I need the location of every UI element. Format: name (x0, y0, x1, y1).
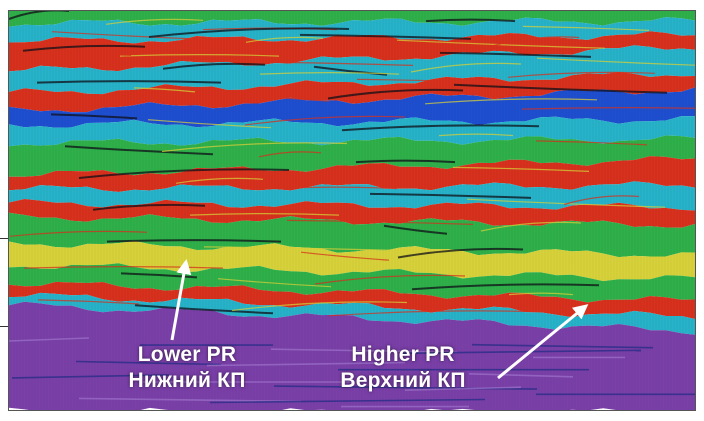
reflector-streak (286, 219, 474, 225)
reflector-streak (341, 124, 540, 132)
reflector-streak (217, 278, 332, 288)
seismic-band (9, 11, 695, 27)
reflector-streak (522, 25, 650, 31)
reflector-streak (244, 115, 406, 126)
seismic-band (9, 71, 695, 113)
reflector-streak (480, 221, 582, 232)
basement-streak (78, 397, 302, 403)
seismic-band (9, 87, 695, 128)
reflector-streak (65, 54, 132, 65)
higher-pr-label: Higher PR Верхний КП (328, 342, 478, 394)
lower-pr-label-en: Lower PR (137, 343, 237, 366)
reflector-streak (258, 151, 322, 158)
reflector-streak (189, 213, 340, 216)
reflector-streak (355, 159, 456, 164)
reflector-streak (36, 80, 222, 84)
reflector-streak (230, 92, 330, 102)
seismic-band (9, 181, 695, 211)
reflector-streak (521, 107, 695, 110)
reflector-streak (383, 224, 448, 235)
reflector-streak (508, 292, 574, 296)
reflector-streak (299, 33, 472, 40)
reflector-streak (134, 304, 274, 315)
left-margin-tick-upper (0, 238, 8, 239)
reflector-streak (300, 251, 390, 261)
reflector-streak (105, 18, 204, 25)
reflector-streak (216, 60, 414, 66)
left-margin-tick-lower (0, 326, 8, 327)
seismic-band (9, 199, 695, 228)
reflector-streak (23, 266, 224, 269)
reflector-streak (92, 203, 206, 211)
reflector-streak (453, 83, 668, 94)
reflector-streak (133, 87, 196, 93)
reflector-streak (439, 51, 592, 58)
basement-streak (209, 398, 486, 404)
seismic-section-image (8, 10, 696, 411)
basement-streak (11, 374, 170, 379)
reflector-streak (231, 301, 408, 312)
reflector-streak (120, 272, 198, 279)
reflector-streak (425, 18, 516, 23)
reflector-streak (259, 72, 400, 75)
reflector-streak (438, 133, 514, 137)
lower-pr-label-ru: Нижний КП (128, 369, 246, 392)
seismic-band (9, 31, 695, 72)
reflector-streak (147, 119, 272, 129)
reflector-streak (396, 39, 606, 49)
reflector-streak (424, 98, 598, 105)
reflector-streak (37, 299, 140, 305)
seismic-bands-svg (9, 11, 695, 410)
reflector-streak (314, 274, 466, 285)
reflector-streak (272, 186, 398, 190)
seismic-band (9, 212, 695, 258)
reflector-streak (369, 192, 532, 199)
reflector-streak (175, 177, 264, 184)
reflector-streak (119, 54, 280, 57)
reflector-streak (50, 113, 138, 120)
reflector-streak (342, 45, 458, 49)
basement-streak (270, 348, 458, 353)
reflector-streak (9, 11, 69, 20)
basement-streak (206, 361, 406, 367)
reflector-streak (536, 57, 695, 66)
reflector-streak (452, 166, 590, 172)
reflector-streak (162, 62, 266, 70)
reflector-streak (22, 44, 146, 52)
higher-pr-label-ru: Верхний КП (340, 369, 466, 392)
higher-pr-label-en: Higher PR (351, 343, 455, 366)
basement-streak (404, 386, 522, 391)
reflector-streak (397, 247, 524, 259)
reflector-streak (106, 239, 282, 243)
reflector-streak (245, 36, 324, 43)
reflector-streak (203, 246, 416, 252)
reflector-streak (563, 195, 640, 206)
reflector-streak (161, 142, 348, 153)
seismic-band (9, 17, 695, 44)
reflector-streak (494, 257, 658, 264)
reflector-streak (64, 145, 214, 156)
reflector-streak (549, 172, 695, 181)
reflector-streak (411, 283, 600, 291)
lower-pr-label: Lower PR Нижний КП (122, 342, 252, 394)
reflector-streak (356, 78, 534, 84)
reflector-streak (493, 36, 580, 47)
reflector-streak (410, 62, 522, 73)
reflector-streak (507, 71, 656, 78)
reflector-streak (535, 140, 648, 146)
seismic-band (9, 135, 695, 177)
basement-streak (75, 360, 222, 366)
reflector-streak (51, 31, 216, 41)
reflector-streak (9, 230, 148, 237)
reflector-streak (148, 27, 350, 38)
reflector-streak (327, 88, 464, 100)
reflector-streak (313, 65, 388, 76)
reflector-streak (78, 168, 290, 179)
seismic-band (9, 116, 695, 147)
basement-streak (9, 337, 90, 342)
